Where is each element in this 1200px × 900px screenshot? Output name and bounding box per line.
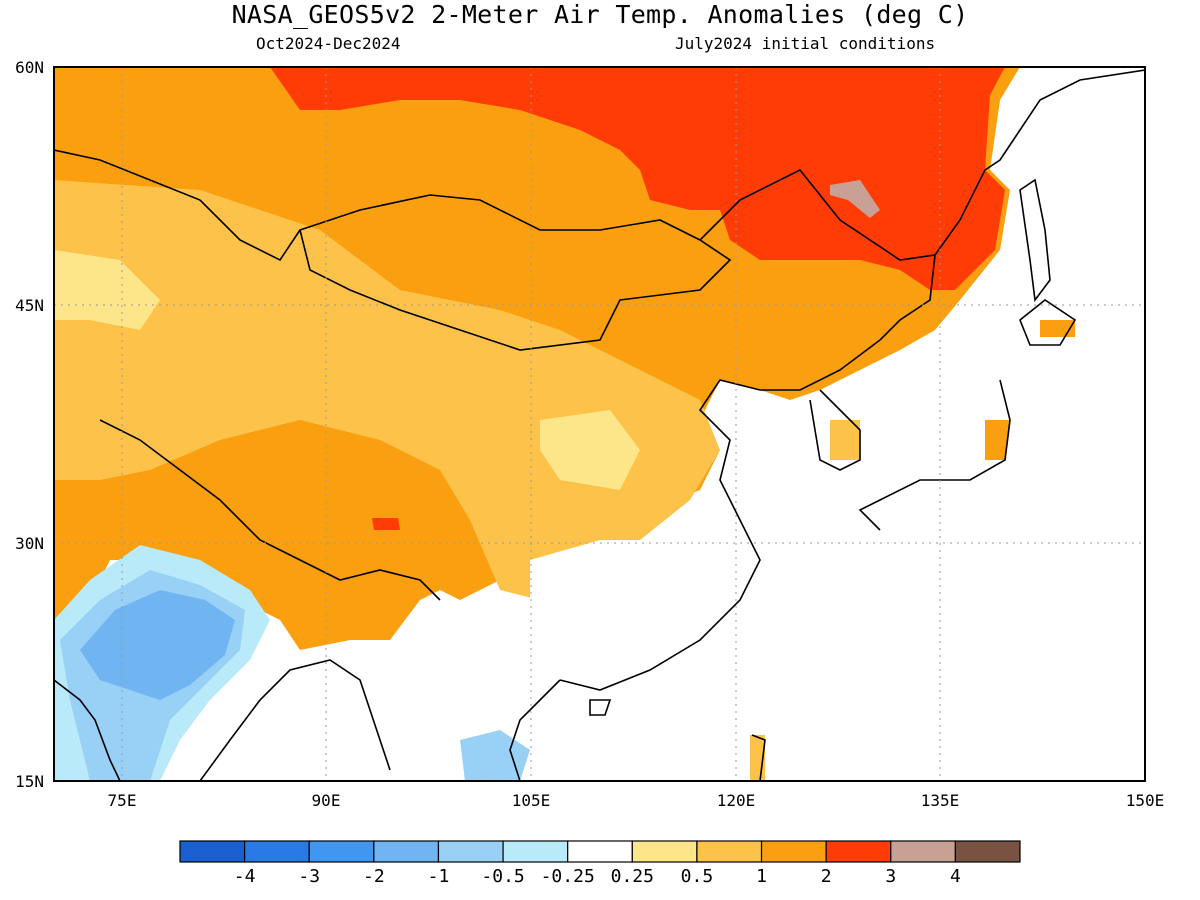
anomaly-region-orange bbox=[985, 420, 1010, 460]
bay-of-bengal-coast bbox=[199, 659, 391, 781]
himalaya-border bbox=[99, 419, 441, 601]
anomaly-region-lightyellow bbox=[54, 250, 160, 330]
y-tick-label: 60N bbox=[15, 58, 44, 77]
colorbar-label: 4 bbox=[950, 866, 961, 887]
colorbar-label: 2 bbox=[821, 866, 832, 887]
colorbar-swatch bbox=[890, 840, 956, 863]
x-tick-label: 135E bbox=[921, 791, 960, 810]
x-tick-label: 90E bbox=[312, 791, 341, 810]
anomaly-region-gray bbox=[830, 180, 880, 218]
colorbar-label: -4 bbox=[234, 866, 256, 887]
x-axis: 75E 90E 105E 120E 135E 150E bbox=[108, 791, 1165, 810]
korea-coast bbox=[809, 389, 861, 471]
hokkaido-coast bbox=[1019, 299, 1077, 346]
anomaly-region-red bbox=[372, 518, 400, 530]
colorbar-swatch bbox=[825, 840, 892, 863]
coastlines bbox=[54, 69, 1145, 781]
colorbar-label: 1 bbox=[756, 866, 767, 887]
taiwan-coast bbox=[751, 734, 766, 781]
colorbar: -4 -3 -2 -1 -0.5 -0.25 0.25 0.5 1 2 3 4 bbox=[179, 840, 1021, 887]
colorbar-swatch bbox=[437, 840, 504, 863]
east-china-coast bbox=[559, 339, 881, 691]
y-axis: 15N 30N 45N 60N bbox=[15, 58, 44, 791]
anomaly-field bbox=[54, 67, 1145, 781]
anomaly-region-orange bbox=[1040, 320, 1075, 337]
kazakh-border bbox=[54, 149, 301, 262]
sakhalin-coast bbox=[1019, 178, 1051, 303]
gridlines bbox=[54, 67, 1145, 781]
anomaly-region-neutral bbox=[530, 500, 770, 680]
y-tick-label: 30N bbox=[15, 534, 44, 553]
x-tick-label: 150E bbox=[1126, 791, 1165, 810]
x-tick-label: 120E bbox=[717, 791, 756, 810]
colorbar-label: -1 bbox=[428, 866, 450, 887]
japan-coast bbox=[858, 379, 1011, 531]
map-frame bbox=[53, 66, 1146, 782]
colorbar-swatch bbox=[179, 840, 246, 863]
y-tick-label: 15N bbox=[15, 772, 44, 791]
colorbar-label: 3 bbox=[885, 866, 896, 887]
anomaly-region-blue bbox=[80, 590, 235, 700]
colorbar-label: -2 bbox=[363, 866, 385, 887]
anomaly-region-lightorange bbox=[830, 420, 860, 460]
mongolia-border bbox=[299, 194, 732, 351]
x-tick-label: 75E bbox=[108, 791, 137, 810]
colorbar-swatch bbox=[567, 840, 633, 863]
colorbar-label: 0.25 bbox=[611, 866, 654, 887]
colorbar-swatch bbox=[244, 840, 310, 863]
indochina-coast bbox=[509, 679, 561, 781]
colorbar-swatch bbox=[760, 840, 827, 863]
x-tick-label: 105E bbox=[512, 791, 551, 810]
y-tick-label: 45N bbox=[15, 296, 44, 315]
india-coast bbox=[54, 679, 121, 781]
forecast-period: Oct2024-Dec2024 bbox=[256, 34, 401, 53]
anomaly-region-lightyellow bbox=[540, 410, 640, 490]
colorbar-swatch bbox=[631, 840, 698, 863]
russia-china-border bbox=[699, 168, 936, 341]
colorbar-label: 0.5 bbox=[681, 866, 714, 887]
hainan-coast bbox=[589, 699, 612, 716]
colorbar-label: -0.5 bbox=[481, 866, 524, 887]
colorbar-swatch bbox=[308, 840, 375, 863]
anomaly-region-lightorange bbox=[54, 180, 720, 600]
russia-east-coast bbox=[934, 69, 1145, 256]
colorbar-swatch bbox=[373, 840, 440, 863]
colorbar-label: -0.25 bbox=[541, 866, 595, 887]
colorbar-label: -3 bbox=[298, 866, 320, 887]
anomaly-region-red bbox=[270, 67, 1005, 290]
initial-conditions: July2024 initial conditions bbox=[675, 34, 936, 53]
colorbar-swatch bbox=[502, 840, 569, 863]
colorbar-swatch bbox=[696, 840, 763, 863]
map-title: NASA_GEOS5v2 2-Meter Air Temp. Anomalies… bbox=[231, 0, 969, 29]
colorbar-swatch bbox=[954, 840, 1021, 863]
